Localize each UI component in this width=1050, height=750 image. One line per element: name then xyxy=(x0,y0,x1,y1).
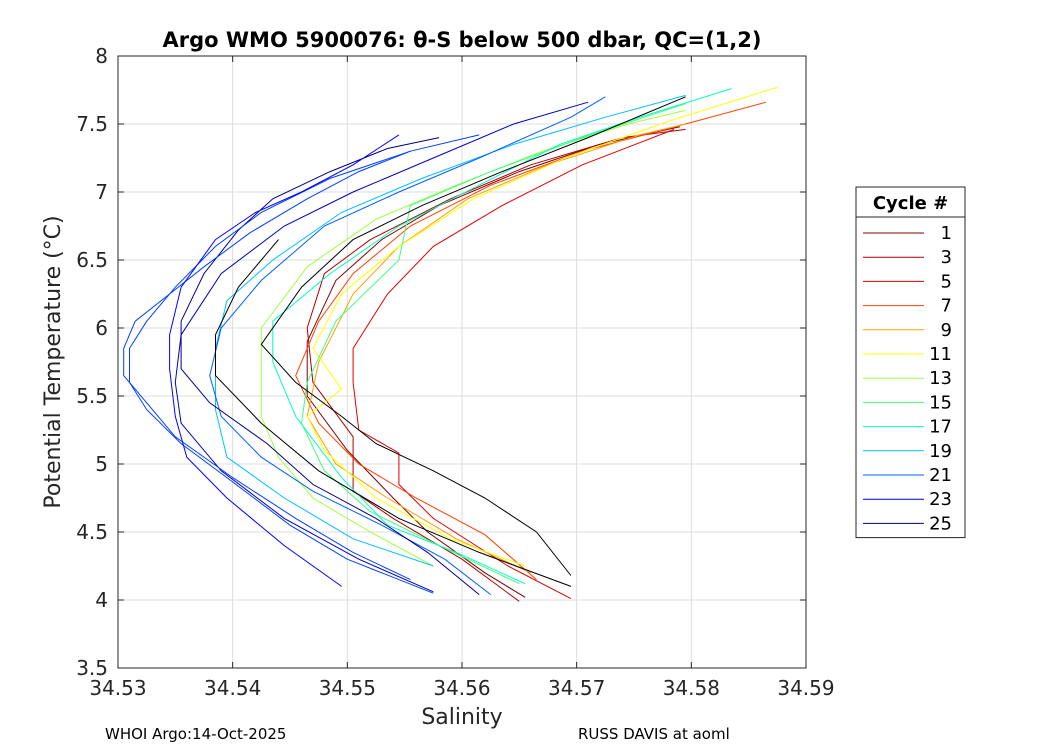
series-line-7 xyxy=(295,101,767,580)
series-line-19 xyxy=(215,94,686,567)
legend-label: 3 xyxy=(941,247,952,268)
x-tick-label: 34.56 xyxy=(433,676,490,700)
x-tick-label: 34.54 xyxy=(204,676,261,700)
legend-label: 23 xyxy=(929,489,952,510)
series-line-3 xyxy=(306,128,686,602)
series-line-extra-13 xyxy=(260,96,686,576)
legend-label: 5 xyxy=(941,271,952,292)
series-line-13 xyxy=(260,109,686,567)
footer-left-note: WHOI Argo:14-Oct-2025 xyxy=(105,725,287,743)
series-line-extra-16 xyxy=(129,134,480,594)
y-tick-label: 3.5 xyxy=(76,656,108,680)
axis-layer: 34.53 34.54 34.55 34.56 34.57 34.58 34.59 3.5 4 4… xyxy=(41,28,835,730)
x-tick-label: 34.57 xyxy=(548,676,605,700)
series-line-15 xyxy=(300,103,686,585)
legend-label: 25 xyxy=(929,513,952,534)
y-tick-label: 4 xyxy=(95,588,108,612)
series-line-extra-15 xyxy=(123,150,411,581)
legend-label: 15 xyxy=(929,392,952,413)
y-tick-label: 7 xyxy=(95,180,108,204)
series-line-extra-14 xyxy=(215,239,572,587)
legend-label: 11 xyxy=(929,344,952,365)
series-line-1 xyxy=(306,126,681,598)
y-tick-label: 6.5 xyxy=(76,248,108,272)
grid-layer xyxy=(117,55,807,669)
legend-label: 13 xyxy=(929,368,952,389)
series-line-5 xyxy=(352,128,675,600)
legend-title: Cycle # xyxy=(873,193,948,214)
legend-label: 19 xyxy=(929,441,952,462)
series-line-11 xyxy=(306,86,778,567)
legend-label: 1 xyxy=(941,223,952,244)
y-tick-label: 4.5 xyxy=(76,520,108,544)
legend-label: 7 xyxy=(941,296,952,317)
legend-label: 17 xyxy=(929,417,952,438)
y-axis-label: Potential Temperature (°C) xyxy=(41,215,66,508)
chart-title: Argo WMO 5900076: θ-S below 500 dbar, QC… xyxy=(163,28,762,52)
y-tick-label: 5.5 xyxy=(76,384,108,408)
y-tick-label: 7.5 xyxy=(76,112,108,136)
x-tick-label: 34.53 xyxy=(89,676,146,700)
legend-label: 21 xyxy=(929,465,952,486)
x-tick-label: 34.55 xyxy=(319,676,376,700)
y-tick-label: 6 xyxy=(95,316,108,340)
series-line-25 xyxy=(180,137,480,595)
series-line-9 xyxy=(306,123,686,574)
y-tick-label: 5 xyxy=(95,452,108,476)
series-line-17 xyxy=(272,88,732,585)
x-tick-label: 34.58 xyxy=(663,676,720,700)
series-line-extra-17 xyxy=(169,134,400,587)
x-axis-label: Salinity xyxy=(421,705,502,730)
x-tick-label: 34.59 xyxy=(777,676,834,700)
series-layer xyxy=(123,86,778,602)
y-tick-label: 8 xyxy=(95,44,108,68)
legend-box xyxy=(855,186,966,539)
footer-right-note: RUSS DAVIS at aoml xyxy=(578,725,730,743)
legend-label: 9 xyxy=(941,320,952,341)
